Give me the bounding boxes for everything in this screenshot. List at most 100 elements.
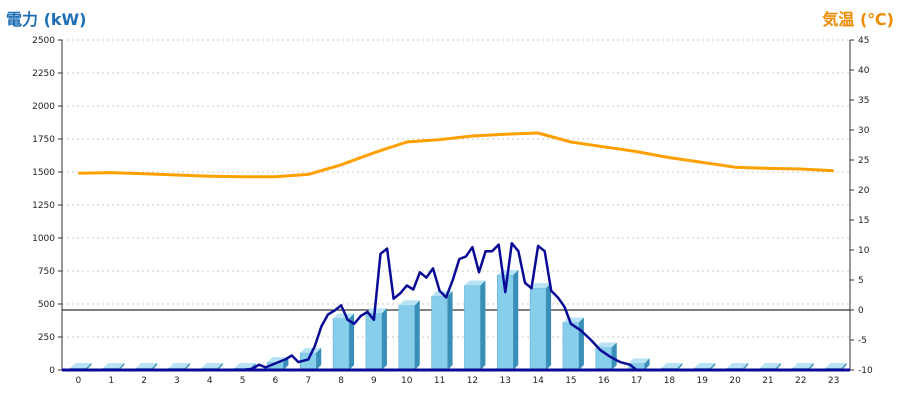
left-tick-label: 2000 — [32, 102, 55, 112]
bar-side — [349, 313, 355, 370]
bar — [562, 322, 580, 371]
bar-top — [792, 363, 814, 368]
left-tick-label: 500 — [38, 300, 55, 310]
bar-side — [677, 363, 683, 370]
bar-side — [644, 358, 650, 370]
bar-side — [152, 363, 158, 370]
x-tick-label: 4 — [207, 376, 213, 386]
right-tick-label: 0 — [858, 306, 864, 316]
right-tick-label: 10 — [858, 246, 870, 256]
left-tick-label: 750 — [38, 267, 55, 277]
bar-top — [398, 300, 420, 306]
bar — [529, 287, 547, 371]
bar-side — [513, 269, 519, 370]
bar-side — [316, 347, 322, 370]
right-tick-label: 40 — [858, 66, 870, 76]
bar — [365, 312, 383, 371]
temperature-line — [78, 131, 834, 179]
bar-side — [611, 342, 617, 370]
x-tick-label: 19 — [697, 376, 709, 386]
power-line — [242, 242, 638, 372]
bar-top — [201, 363, 223, 368]
right-tick-label: 5 — [858, 276, 864, 286]
x-tick-label: 5 — [240, 376, 246, 386]
left-tick-label: 2250 — [32, 69, 55, 79]
bar-side — [743, 363, 749, 370]
bar-top — [825, 363, 847, 368]
right-tick-label: 25 — [858, 156, 869, 166]
x-tick-label: 10 — [401, 376, 413, 386]
left-tick-label: 1500 — [32, 168, 55, 178]
bar-side — [808, 363, 814, 370]
x-tick-label: 21 — [762, 376, 773, 386]
bar-top — [365, 308, 387, 314]
x-tick-label: 23 — [828, 376, 839, 386]
x-tick-label: 20 — [729, 376, 741, 386]
bar-side — [447, 291, 453, 370]
bar-top — [300, 347, 322, 353]
x-tick-label: 6 — [273, 376, 279, 386]
x-tick-label: 14 — [532, 376, 544, 386]
bar-top — [168, 363, 190, 368]
bar — [464, 285, 481, 371]
bar-side — [381, 308, 387, 370]
left-tick-label: 1000 — [32, 234, 55, 244]
bar-side — [119, 363, 125, 370]
x-tick-label: 15 — [565, 376, 576, 386]
x-tick-label: 0 — [76, 376, 82, 386]
right-axis-title: 気温 (℃) — [822, 10, 894, 29]
bar-top — [70, 363, 92, 368]
right-tick-label: 35 — [858, 96, 869, 106]
x-tick-label: 11 — [434, 376, 445, 386]
right-tick-label: 45 — [858, 36, 869, 46]
right-tick-label: -5 — [858, 336, 867, 346]
bar-top — [628, 358, 650, 364]
x-tick-label: 17 — [631, 376, 642, 386]
bar-top — [234, 363, 256, 368]
x-tick-label: 3 — [174, 376, 180, 386]
bar-side — [217, 363, 223, 370]
left-tick-label: 2500 — [32, 36, 55, 46]
left-axis-title: 電力 (kW) — [6, 10, 87, 29]
left-tick-label: 250 — [38, 333, 55, 343]
x-tick-label: 9 — [371, 376, 377, 386]
x-tick-label: 18 — [664, 376, 676, 386]
bar-top — [103, 363, 125, 368]
bar-top — [136, 363, 158, 368]
bar-side — [841, 363, 847, 370]
x-tick-label: 13 — [500, 376, 511, 386]
bar — [431, 295, 448, 371]
bar-top — [759, 363, 781, 368]
right-tick-label: 20 — [858, 186, 870, 196]
x-tick-label: 2 — [141, 376, 147, 386]
bar-side — [184, 363, 190, 370]
bar-side — [414, 300, 420, 370]
right-tick-label: -10 — [858, 366, 873, 376]
x-tick-label: 7 — [305, 376, 311, 386]
bar-top — [661, 363, 683, 368]
bar-top — [694, 363, 716, 368]
bar — [398, 305, 415, 371]
x-tick-label: 22 — [795, 376, 806, 386]
right-tick-label: 15 — [858, 216, 869, 226]
bar-side — [546, 283, 552, 370]
bar-top — [727, 363, 749, 368]
bar-side — [578, 317, 584, 370]
bar-top — [464, 280, 486, 286]
bar-side — [480, 280, 486, 370]
bar-top — [595, 342, 617, 348]
right-tick-label: 30 — [858, 126, 870, 136]
bar-side — [710, 363, 716, 370]
left-tick-label: 0 — [49, 366, 55, 376]
x-tick-label: 1 — [108, 376, 114, 386]
bar-side — [283, 357, 289, 370]
x-tick-label: 12 — [467, 376, 478, 386]
x-tick-label: 8 — [338, 376, 344, 386]
bar-top — [530, 283, 552, 289]
left-tick-label: 1750 — [32, 135, 55, 145]
left-tick-label: 1250 — [32, 201, 55, 211]
x-tick-label: 16 — [598, 376, 610, 386]
bar-side — [86, 363, 92, 370]
bar-top — [333, 313, 355, 319]
